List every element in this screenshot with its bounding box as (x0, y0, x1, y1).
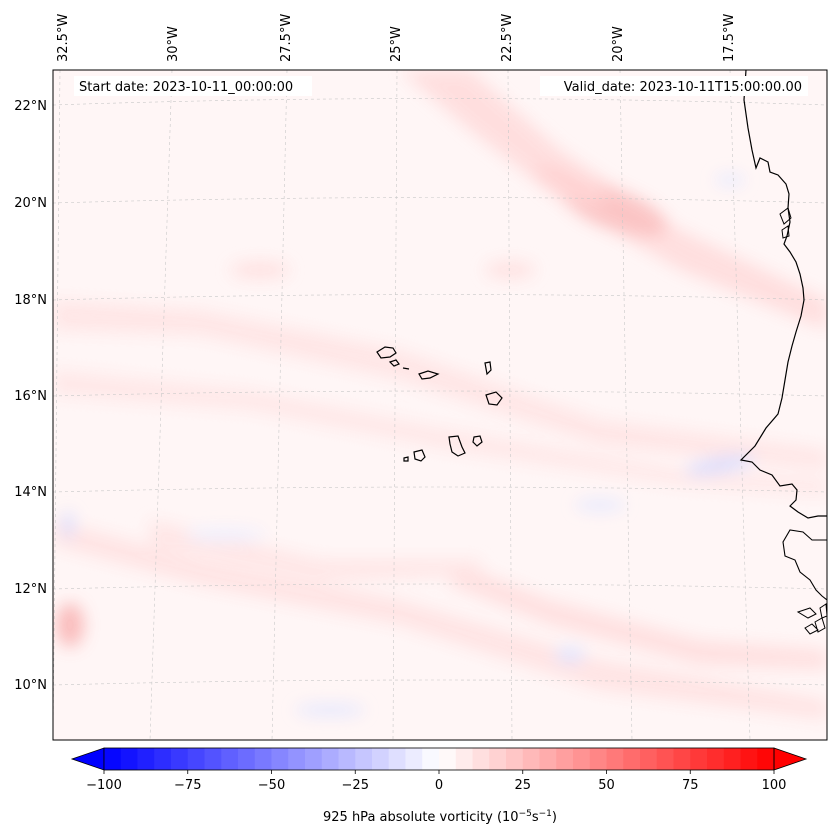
colorbar-bin (372, 748, 390, 770)
colorbar-bin (656, 748, 674, 770)
colorbar-bin (589, 748, 607, 770)
colorbar-bin (187, 748, 205, 770)
colorbar-max-arrow (773, 747, 808, 771)
valid-date-label: Valid_date: 2023-10-11T15:00:00.00 (564, 80, 802, 95)
colorbar-bin (238, 748, 256, 770)
cabo-verde-islands (376, 346, 503, 462)
colorbar-bin (723, 748, 741, 770)
colorbar-bin (254, 748, 272, 770)
lon-label-17-5w: 17.5°W (722, 14, 737, 62)
ocean-background (53, 70, 827, 740)
colorbar-bin (439, 748, 457, 770)
colorbar-bin (104, 748, 122, 770)
island-boa-vista (485, 391, 503, 406)
colorbar-bin (137, 748, 155, 770)
longitude-labels: 32.5°W 30°W 27.5°W 25°W 22.5°W 20°W 17.5… (56, 14, 737, 62)
colorbar-bin (740, 748, 758, 770)
colorbar-bin (506, 748, 524, 770)
colorbar-title: 925 hPa absolute vorticity (10−5s−1) (323, 809, 557, 825)
colorbar-bin (338, 748, 356, 770)
colorbar-bin (707, 748, 725, 770)
colorbar: −100 −75 −50 −25 0 25 50 75 100 925 hPa absolute… (70, 747, 808, 825)
colorbar-tick-label: 25 (514, 778, 531, 793)
lat-label-22n: 22°N (14, 99, 47, 114)
colorbar-bin (120, 748, 138, 770)
colorbar-bin (455, 748, 473, 770)
colorbar-bin (388, 748, 406, 770)
valid-date-box (540, 76, 808, 96)
colorbar-bin (623, 748, 641, 770)
island-sao-nicolau (418, 370, 440, 380)
lat-label-14n: 14°N (14, 485, 47, 500)
map-border (52, 69, 828, 741)
colorbar-bin (171, 748, 189, 770)
colorbar-min-arrow (70, 747, 105, 771)
africa-coastline (739, 70, 827, 519)
lat-label-20n: 20°N (14, 196, 47, 211)
map-panel (53, 70, 827, 740)
colorbar-bin (305, 748, 323, 770)
colorbar-bin (539, 748, 557, 770)
lat-label-10n: 10°N (14, 678, 47, 693)
island-sao-vicente (388, 359, 400, 367)
lat-label-18n: 18°N (14, 293, 47, 308)
mauritania-inlet (779, 207, 792, 239)
colorbar-bin (221, 748, 239, 770)
island-brava (403, 456, 409, 462)
colorbar-bin (606, 748, 624, 770)
colorbar-tick-label: 75 (682, 778, 699, 793)
island-santiago (448, 435, 466, 457)
colorbar-ticks: −100 −75 −50 −25 0 25 50 75 100 (86, 770, 786, 793)
colorbar-bin (573, 748, 591, 770)
lon-label-25w: 25°W (389, 26, 404, 62)
island-maio (472, 435, 483, 447)
start-date-box (74, 76, 312, 96)
lon-label-30w: 30°W (166, 26, 181, 62)
colorbar-bin (355, 748, 373, 770)
lon-label-20w: 20°W (611, 26, 626, 62)
colorbar-tick-label: 50 (598, 778, 615, 793)
bissau-coastline (782, 529, 827, 601)
latitude-labels: 22°N 20°N 18°N 16°N 14°N 12°N 10°N (14, 99, 47, 693)
colorbar-bin (271, 748, 289, 770)
bijagos-islands (796, 603, 827, 635)
colorbar-bin (204, 748, 222, 770)
colorbar-bin (556, 748, 574, 770)
lat-label-16n: 16°N (14, 389, 47, 404)
lon-label-32-5w: 32.5°W (56, 14, 71, 62)
colorbar-tick-label: −50 (258, 778, 285, 793)
lon-label-22-5w: 22.5°W (500, 14, 515, 62)
colorbar-tick-label: −75 (174, 778, 201, 793)
colorbar-bin (690, 748, 708, 770)
colorbar-bin (673, 748, 691, 770)
colorbar-tick-label: 100 (762, 778, 787, 793)
colorbar-tick-label: −25 (342, 778, 369, 793)
colorbar-bin (154, 748, 172, 770)
island-fogo (413, 449, 426, 462)
lat-label-12n: 12°N (14, 582, 47, 597)
start-date-label: Start date: 2023-10-11_00:00:00 (79, 80, 293, 95)
colorbar-bin (321, 748, 339, 770)
colorbar-bin (422, 748, 440, 770)
island-santa-luzia (402, 367, 410, 370)
colorbar-bin (522, 748, 540, 770)
colorbar-bin (757, 748, 775, 770)
colorbar-tick-label: −100 (86, 778, 122, 793)
lon-label-27-5w: 27.5°W (279, 14, 294, 62)
colorbar-bin (288, 748, 306, 770)
island-sal (484, 361, 492, 376)
colorbar-bin (640, 748, 658, 770)
colorbar-bin (472, 748, 490, 770)
colorbar-bins (104, 748, 775, 770)
colorbar-bin (405, 748, 423, 770)
colorbar-bin (489, 748, 507, 770)
colorbar-tick-label: 0 (435, 778, 443, 793)
vorticity-field (53, 70, 827, 720)
island-santo-antao (376, 346, 397, 359)
graticule (53, 70, 827, 740)
